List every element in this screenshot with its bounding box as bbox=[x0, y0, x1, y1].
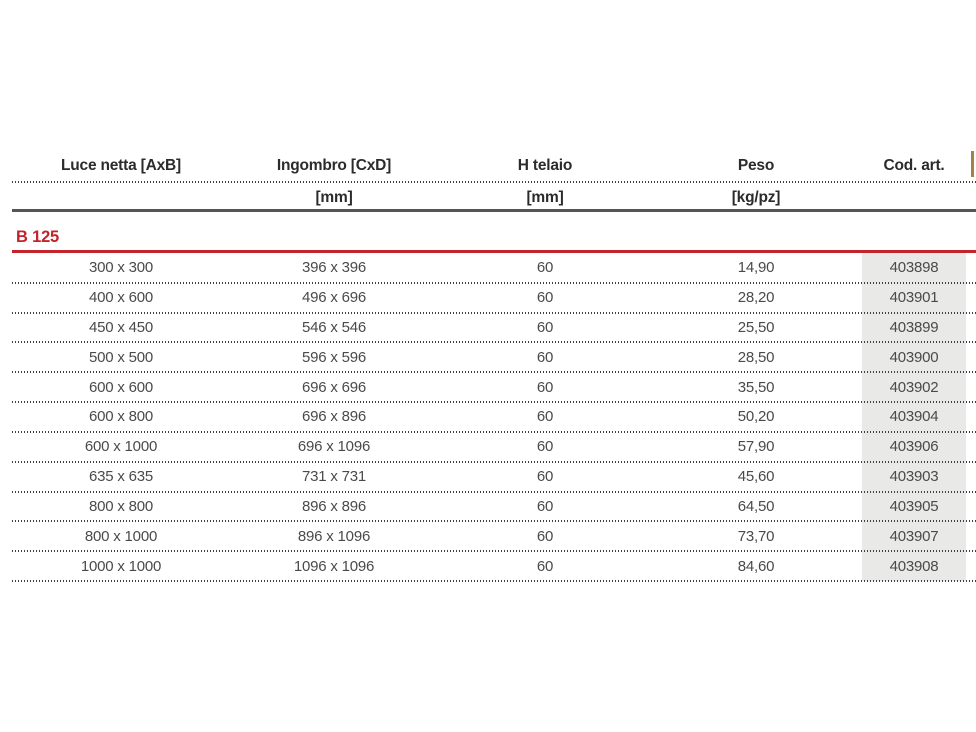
cell-luce-netta: 600 x 1000 bbox=[84, 438, 158, 456]
row-divider-dotted bbox=[12, 371, 976, 374]
cell-cod-art: 403905 bbox=[889, 497, 939, 515]
clipped-next-column-glyph bbox=[971, 151, 974, 177]
table-row: 800 x 1000 896 x 1096 60 73,70 403907 bbox=[0, 521, 976, 553]
cell-h-telaio: 60 bbox=[536, 319, 554, 337]
unit-luce-netta bbox=[14, 189, 228, 207]
row-divider-dotted bbox=[12, 520, 976, 523]
table-row: 600 x 800 696 x 896 60 50,20 403904 bbox=[0, 402, 976, 433]
cell-peso: 25,50 bbox=[737, 319, 775, 337]
cell-peso: 28,50 bbox=[737, 348, 775, 366]
unit-h-telaio: [mm] bbox=[526, 189, 564, 206]
cell-h-telaio: 60 bbox=[536, 348, 554, 366]
cell-peso: 45,60 bbox=[737, 468, 775, 486]
cell-h-telaio: 60 bbox=[536, 468, 554, 486]
table-row: 300 x 300 396 x 396 60 14,90 403898 bbox=[0, 253, 976, 284]
cell-luce-netta: 800 x 1000 bbox=[84, 527, 158, 545]
table-row: 635 x 635 731 x 731 60 45,60 403903 bbox=[0, 462, 976, 493]
cell-cod-art: 403901 bbox=[889, 289, 939, 307]
cell-peso: 73,70 bbox=[737, 527, 775, 545]
table-body: 300 x 300 396 x 396 60 14,90 403898 400 … bbox=[0, 253, 976, 582]
cell-luce-netta: 800 x 800 bbox=[88, 497, 154, 515]
cell-h-telaio: 60 bbox=[536, 497, 554, 515]
row-divider-dotted bbox=[12, 490, 976, 493]
cell-luce-netta: 1000 x 1000 bbox=[80, 557, 162, 575]
row-divider-dotted bbox=[12, 430, 976, 433]
cell-ingombro: 1096 x 1096 bbox=[293, 557, 375, 575]
column-header-luce-netta: Luce netta [AxB] bbox=[61, 157, 181, 174]
cell-peso: 35,50 bbox=[737, 378, 775, 396]
section-divider-red bbox=[12, 250, 976, 253]
cell-luce-netta: 400 x 600 bbox=[88, 289, 154, 307]
cell-ingombro: 896 x 1096 bbox=[297, 527, 371, 545]
section-label: B 125 bbox=[16, 228, 60, 246]
cell-h-telaio: 60 bbox=[536, 557, 554, 575]
cell-cod-art: 403900 bbox=[889, 348, 939, 366]
cell-luce-netta: 635 x 635 bbox=[88, 468, 154, 486]
table-row: 600 x 600 696 x 696 60 35,50 403902 bbox=[0, 372, 976, 404]
column-header-ingombro: Ingombro [CxD] bbox=[276, 157, 392, 174]
cell-h-telaio: 60 bbox=[536, 289, 554, 307]
table-row: 450 x 450 546 x 546 60 25,50 403899 bbox=[0, 313, 976, 344]
cell-ingombro: 696 x 696 bbox=[301, 378, 367, 396]
row-divider-dotted bbox=[12, 579, 976, 582]
cell-cod-art: 403907 bbox=[889, 527, 939, 545]
table-header-row: Luce netta [AxB] Ingombro [CxD] H telaio… bbox=[0, 157, 976, 175]
unit-ingombro: [mm] bbox=[315, 189, 353, 206]
cell-ingombro: 496 x 696 bbox=[301, 289, 367, 307]
row-divider-dotted bbox=[12, 550, 976, 553]
header-divider-dotted bbox=[12, 181, 976, 183]
cell-h-telaio: 60 bbox=[536, 259, 554, 277]
cell-ingombro: 731 x 731 bbox=[301, 468, 367, 486]
header-divider-solid bbox=[12, 209, 976, 212]
table-row: 500 x 500 596 x 596 60 28,50 403900 bbox=[0, 342, 976, 374]
row-divider-dotted bbox=[12, 311, 976, 314]
cell-ingombro: 896 x 896 bbox=[301, 497, 367, 515]
cell-peso: 14,90 bbox=[737, 259, 775, 277]
cell-ingombro: 596 x 596 bbox=[301, 348, 367, 366]
table-row: 1000 x 1000 1096 x 1096 60 84,60 403908 bbox=[0, 551, 976, 582]
unit-cod-art bbox=[862, 189, 966, 207]
cell-ingombro: 696 x 896 bbox=[301, 408, 367, 426]
table-row: 600 x 1000 696 x 1096 60 57,90 403906 bbox=[0, 432, 976, 463]
row-divider-dotted bbox=[12, 341, 976, 344]
cell-cod-art: 403902 bbox=[889, 378, 939, 396]
cell-cod-art: 403898 bbox=[889, 259, 939, 277]
cell-h-telaio: 60 bbox=[536, 408, 554, 426]
column-header-cod-art: Cod. art. bbox=[883, 157, 945, 174]
unit-peso: [kg/pz] bbox=[731, 189, 781, 206]
cell-h-telaio: 60 bbox=[536, 438, 554, 456]
cell-cod-art: 403904 bbox=[889, 408, 939, 426]
cell-ingombro: 546 x 546 bbox=[301, 319, 367, 337]
cell-ingombro: 696 x 1096 bbox=[297, 438, 371, 456]
column-header-peso: Peso bbox=[737, 157, 775, 174]
cell-cod-art: 403903 bbox=[889, 468, 939, 486]
row-divider-dotted bbox=[12, 460, 976, 463]
cell-h-telaio: 60 bbox=[536, 527, 554, 545]
cell-peso: 64,50 bbox=[737, 497, 775, 515]
table-row: 400 x 600 496 x 696 60 28,20 403901 bbox=[0, 283, 976, 314]
row-divider-dotted bbox=[12, 281, 976, 284]
cell-peso: 57,90 bbox=[737, 438, 775, 456]
cell-cod-art: 403908 bbox=[889, 557, 939, 575]
cell-peso: 28,20 bbox=[737, 289, 775, 307]
table-row: 800 x 800 896 x 896 60 64,50 403905 bbox=[0, 492, 976, 523]
cell-luce-netta: 300 x 300 bbox=[88, 259, 154, 277]
cell-ingombro: 396 x 396 bbox=[301, 259, 367, 277]
cell-luce-netta: 600 x 600 bbox=[88, 378, 154, 396]
cell-peso: 50,20 bbox=[737, 408, 775, 426]
table-unit-row: [mm] [mm] [kg/pz] bbox=[0, 189, 976, 207]
cell-luce-netta: 500 x 500 bbox=[88, 348, 154, 366]
cell-luce-netta: 600 x 800 bbox=[88, 408, 154, 426]
column-header-h-telaio: H telaio bbox=[517, 157, 573, 174]
cell-h-telaio: 60 bbox=[536, 378, 554, 396]
row-divider-dotted bbox=[12, 401, 976, 404]
code-column-background bbox=[862, 253, 966, 581]
cell-cod-art: 403906 bbox=[889, 438, 939, 456]
cell-luce-netta: 450 x 450 bbox=[88, 319, 154, 337]
cell-cod-art: 403899 bbox=[889, 319, 939, 337]
cell-peso: 84,60 bbox=[737, 557, 775, 575]
